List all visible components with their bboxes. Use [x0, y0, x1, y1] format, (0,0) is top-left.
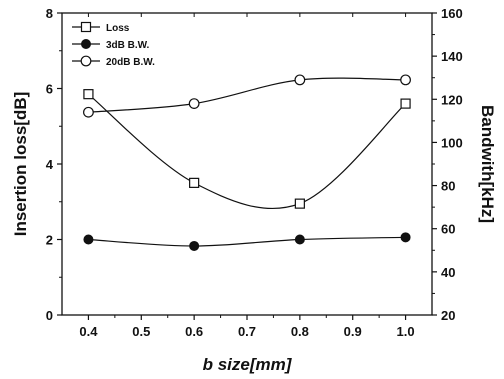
- series-0: [84, 90, 410, 209]
- series-line: [88, 237, 405, 246]
- right-y-tick-label: 20: [441, 308, 455, 323]
- left-y-tick-label: 0: [46, 308, 53, 323]
- right-y-tick-label: 160: [441, 6, 463, 21]
- x-tick-label: 0.4: [79, 324, 98, 339]
- right-y-tick-label: 100: [441, 135, 463, 150]
- data-point: [190, 241, 199, 250]
- legend-label: 3dB B.W.: [106, 40, 150, 51]
- data-point: [84, 235, 93, 244]
- right-y-tick-label: 60: [441, 222, 455, 237]
- right-y-tick-label: 80: [441, 179, 455, 194]
- left-y-axis-title: Insertion loss[dB]: [11, 92, 30, 237]
- data-point: [401, 75, 411, 85]
- left-y-tick-label: 2: [46, 233, 53, 248]
- data-point: [190, 178, 199, 187]
- legend-marker: [81, 56, 91, 66]
- right-y-tick-label: 40: [441, 265, 455, 280]
- series-2: [84, 75, 411, 117]
- series-line: [88, 94, 405, 208]
- right-y-tick-label: 120: [441, 92, 463, 107]
- data-point: [189, 99, 199, 109]
- legend-marker: [82, 23, 91, 32]
- x-tick-label: 0.5: [132, 324, 150, 339]
- data-point: [84, 90, 93, 99]
- series-line: [88, 78, 405, 112]
- x-tick-label: 0.7: [238, 324, 256, 339]
- data-point: [295, 75, 305, 85]
- data-point: [401, 233, 410, 242]
- series-1: [84, 233, 410, 251]
- left-y-tick-label: 6: [46, 82, 53, 97]
- x-tick-label: 1.0: [397, 324, 415, 339]
- x-tick-label: 0.9: [344, 324, 362, 339]
- right-y-axis-title: Bandwith[kHz]: [478, 105, 497, 223]
- data-point: [295, 235, 304, 244]
- data-point: [401, 99, 410, 108]
- legend-marker: [82, 40, 91, 49]
- data-point: [295, 199, 304, 208]
- x-tick-label: 0.8: [291, 324, 309, 339]
- legend-label: 20dB B.W.: [106, 57, 155, 68]
- legend-label: Loss: [106, 23, 130, 34]
- left-y-tick-label: 4: [46, 157, 54, 172]
- left-y-tick-label: 8: [46, 6, 53, 21]
- x-axis-title: b size[mm]: [203, 355, 293, 374]
- data-point: [84, 107, 94, 117]
- legend: Loss 3dB B.W. 20dB B.W.: [72, 23, 155, 69]
- right-y-tick-label: 140: [441, 49, 463, 64]
- x-tick-label: 0.6: [185, 324, 203, 339]
